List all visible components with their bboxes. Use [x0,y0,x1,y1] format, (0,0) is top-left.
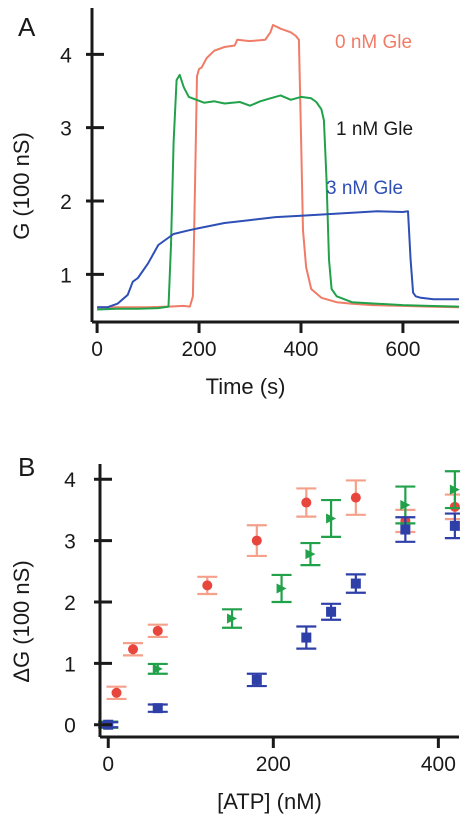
y-tick-label: 4 [64,469,76,492]
marker-square [152,703,163,714]
marker-square [400,524,411,535]
panel-b-x-axis-label: [ATP] (nM) [217,789,322,814]
data-point-1nm [321,498,342,539]
trace-0nm [97,24,460,309]
data-point-3nm [395,516,416,543]
data-point-3nm [321,602,342,621]
marker-circle [152,625,163,636]
data-point-0nm [106,685,127,701]
x-tick-label: 0 [91,338,103,361]
y-tick-label: 1 [60,264,72,287]
marker-bowtie [152,663,163,674]
panel-b: B 0 200 400 0 1 2 3 4 [ATP] (nM) ΔG (100 nS) [9,452,460,814]
marker-bowtie [326,513,337,524]
data-point-3nm [345,573,366,594]
marker-square [350,578,361,589]
marker-circle [251,535,262,546]
data-point-0nm [345,479,366,516]
marker-bowtie [276,583,287,594]
panel-a: A 0 200 400 600 1 2 3 4 Time (s) G (100 nS) 0 n… [9,8,460,399]
series-label-1nm: 1 nM Gle [336,119,413,140]
x-tick-label: 600 [385,338,420,361]
data-point-3nm [147,703,168,714]
marker-square [326,606,337,617]
data-point-1nm [444,470,460,510]
marker-square [301,632,312,643]
x-tick-label: 200 [256,753,291,776]
marker-bowtie [449,484,460,495]
panel-a-ticks: 0 200 400 600 1 2 3 4 [60,44,420,361]
marker-bowtie [227,613,238,624]
panel-a-label: A [18,12,36,42]
panel-a-traces [97,24,460,311]
data-point-3nm [246,672,267,688]
panel-a-y-axis-label: G (100 nS) [9,132,34,240]
panel-b-ticks: 0 200 400 0 1 2 3 4 [64,469,456,776]
marker-circle [128,644,139,655]
trace-1nm [97,73,460,311]
marker-circle [111,687,122,698]
panel-b-y-axis-label: ΔG (100 nS) [9,560,34,682]
marker-square [449,520,460,531]
panel-b-label: B [18,452,35,482]
marker-bowtie [305,549,316,560]
panel-a-x-axis-label: Time (s) [206,374,286,399]
x-tick-label: 400 [283,338,318,361]
y-tick-label: 4 [60,44,72,67]
panel-a-axes [90,8,459,324]
data-point-3nm [444,512,460,540]
marker-bowtie [400,499,411,510]
y-tick-label: 3 [60,118,72,141]
y-tick-label: 2 [60,191,72,214]
data-point-0nm [444,493,460,521]
x-tick-label: 400 [421,753,456,776]
data-point-1nm [222,608,243,629]
data-point-1nm [147,662,168,675]
trace-3nm [97,210,459,309]
data-point-3nm [296,625,317,650]
marker-square [251,674,262,685]
series-label-0nm: 0 nM Gle [335,32,412,53]
data-point-0nm [246,524,267,558]
marker-circle [350,492,361,503]
y-tick-label: 3 [64,531,76,554]
data-point-1nm [271,573,292,604]
data-point-0nm [197,575,218,596]
data-point-1nm [300,541,321,567]
marker-circle [301,497,312,508]
x-tick-label: 200 [182,338,217,361]
panel-b-points [98,470,460,730]
data-point-0nm [296,487,317,518]
data-point-0nm [123,641,144,657]
y-tick-label: 0 [64,715,76,738]
series-label-3nm: 3 nM Gle [326,178,403,199]
y-tick-label: 2 [64,592,76,615]
marker-circle [202,580,213,591]
y-tick-label: 1 [64,653,76,676]
x-tick-label: 0 [102,753,114,776]
data-point-0nm [147,623,168,639]
